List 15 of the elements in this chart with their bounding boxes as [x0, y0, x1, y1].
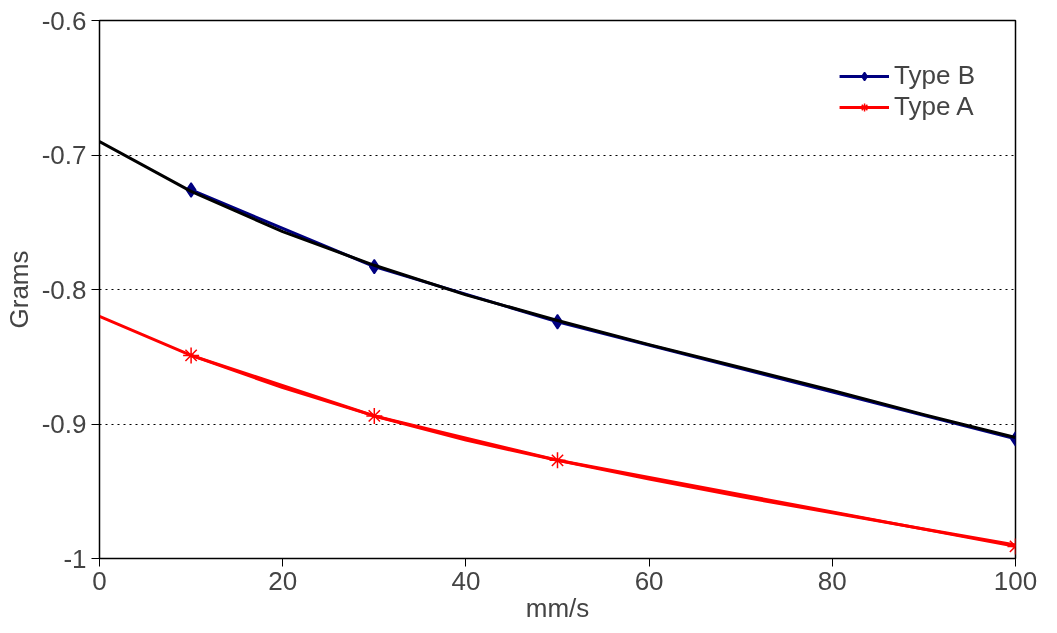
y-tick-label: -0.8	[41, 274, 87, 305]
y-axis-title: Grams	[3, 250, 34, 329]
x-axis-title: mm/s	[525, 592, 590, 623]
y-tick-label: -1	[63, 543, 87, 574]
x-tick-label: 20	[268, 565, 298, 596]
x-tick-label: 40	[451, 565, 481, 596]
legend-label: Type A	[894, 91, 974, 122]
y-tick-label: -0.7	[41, 140, 87, 170]
x-tick-label: 0	[92, 565, 107, 596]
x-tick-label: 100	[993, 565, 1038, 596]
y-tick-label: -0.6	[41, 5, 87, 36]
x-tick-label: 60	[634, 565, 664, 596]
legend-label: Type B	[894, 60, 975, 91]
y-tick-label: -0.9	[41, 409, 87, 439]
x-tick-label: 80	[817, 565, 847, 596]
